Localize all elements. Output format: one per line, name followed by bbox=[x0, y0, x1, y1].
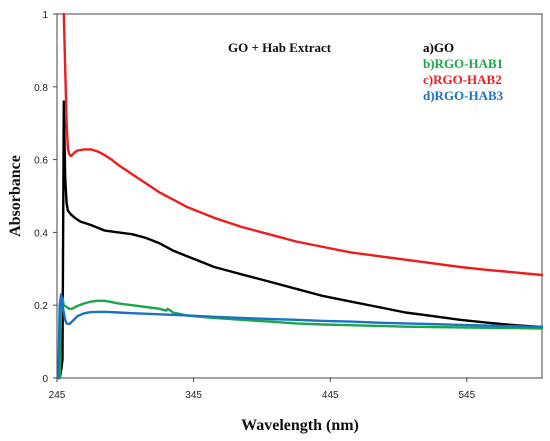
y-tick-label: 0.4 bbox=[34, 228, 48, 239]
series-line-3 bbox=[62, 12, 544, 277]
legend-entry-3: c)RGO-HAB2 bbox=[423, 72, 502, 87]
y-tick-label: 0.2 bbox=[34, 301, 48, 312]
legend-entry-4: d)RGO-HAB3 bbox=[423, 88, 504, 103]
series-line-2 bbox=[57, 296, 544, 380]
x-axis-title: Wavelength (nm) bbox=[241, 417, 359, 434]
series-line-1 bbox=[57, 100, 544, 380]
chart-title: GO + Hab Extract bbox=[228, 40, 332, 55]
x-tick-label: 345 bbox=[185, 390, 202, 401]
y-axis-title: Absorbance bbox=[7, 155, 24, 237]
x-tick-label: 445 bbox=[322, 390, 339, 401]
y-tick-label: 1 bbox=[42, 10, 48, 21]
y-tick-label: 0 bbox=[42, 374, 48, 385]
legend-entry-2: b)RGO-HAB1 bbox=[423, 56, 503, 71]
series-layer bbox=[57, 12, 544, 380]
y-tick-label: 0.6 bbox=[34, 156, 48, 167]
ticks-layer: 0 0.2 0.4 0.6 0.8 1 245 345 445 545 bbox=[34, 10, 476, 401]
series-line-4 bbox=[57, 293, 544, 380]
plot-frame bbox=[56, 13, 543, 379]
x-tick-label: 245 bbox=[49, 390, 66, 401]
y-tick-label: 0.8 bbox=[34, 83, 48, 94]
x-tick-label: 545 bbox=[459, 390, 476, 401]
legend-entry-1: a)GO bbox=[423, 40, 454, 55]
